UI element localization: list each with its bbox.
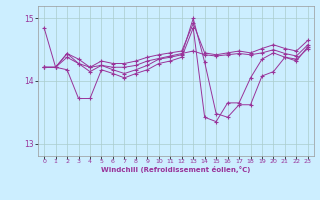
X-axis label: Windchill (Refroidissement éolien,°C): Windchill (Refroidissement éolien,°C) bbox=[101, 166, 251, 173]
